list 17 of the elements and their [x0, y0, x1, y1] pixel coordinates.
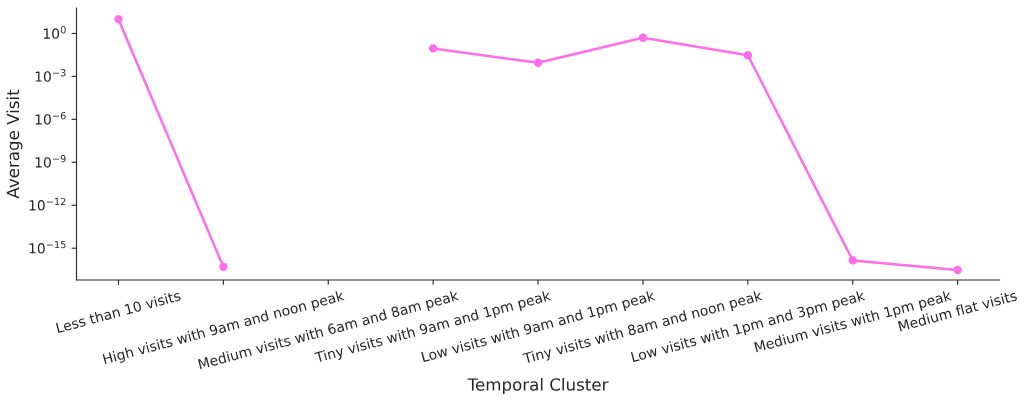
point	[638, 33, 648, 42]
point	[219, 262, 228, 271]
x-tick-label: Less than 10 visits	[55, 289, 182, 334]
y-tick-label: 10$^{−6}$	[35, 111, 66, 125]
y-tick-label: 10$^{−9}$	[35, 154, 66, 168]
point	[743, 51, 753, 60]
point	[114, 14, 123, 24]
point	[428, 44, 438, 53]
point	[533, 58, 543, 67]
point	[848, 256, 857, 265]
x-axis-title: Temporal Cluster	[467, 377, 609, 395]
point	[953, 265, 962, 275]
y-tick-label: 10$^{−12}$	[29, 197, 66, 211]
y-axis-title: Average Visit	[6, 89, 23, 199]
y-tick-label: 10$^{−3}$	[35, 69, 66, 82]
y-tick-label: 10$^{−15}$	[29, 240, 66, 254]
y-tick-label: 10$^{0}$	[43, 26, 66, 39]
